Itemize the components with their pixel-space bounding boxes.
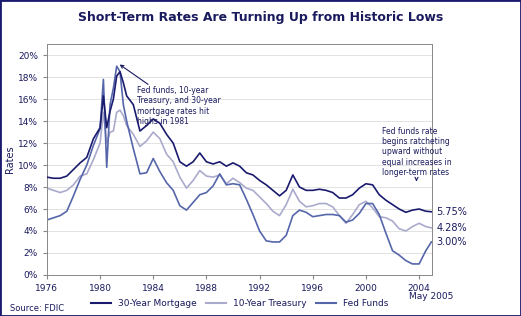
10-Year Treasury	[137, 144, 143, 148]
30-Year Mortgage	[230, 161, 236, 165]
Text: Short-Term Rates Are Turning Up from Historic Lows: Short-Term Rates Are Turning Up from His…	[78, 11, 443, 24]
Fed Funds	[137, 172, 143, 176]
Text: Source: FDIC: Source: FDIC	[10, 304, 65, 313]
10-Year Treasury	[117, 108, 123, 112]
30-Year Mortgage	[403, 210, 409, 214]
10-Year Treasury	[44, 186, 50, 190]
30-Year Mortgage	[217, 160, 223, 164]
30-Year Mortgage	[428, 210, 435, 214]
10-Year Treasury	[403, 229, 409, 233]
Fed Funds	[309, 215, 316, 219]
30-Year Mortgage	[44, 175, 50, 179]
30-Year Mortgage	[137, 129, 143, 133]
Fed Funds	[217, 172, 223, 176]
Fed Funds	[150, 157, 156, 161]
Text: 4.28%: 4.28%	[437, 223, 467, 233]
Legend: 30-Year Mortgage, 10-Year Treasury, Fed Funds: 30-Year Mortgage, 10-Year Treasury, Fed …	[88, 295, 392, 312]
Line: 10-Year Treasury: 10-Year Treasury	[47, 110, 431, 231]
10-Year Treasury	[309, 204, 316, 208]
Fed Funds	[230, 182, 236, 185]
Fed Funds	[410, 262, 416, 266]
10-Year Treasury	[428, 226, 435, 230]
Y-axis label: Rates: Rates	[5, 146, 15, 173]
Text: May 2005: May 2005	[409, 292, 453, 301]
Text: Fed funds, 10-year
Treasury, and 30-year
mortgage rates hit
highs in 1981: Fed funds, 10-year Treasury, and 30-year…	[121, 65, 221, 126]
Fed Funds	[114, 64, 120, 68]
Text: 5.75%: 5.75%	[437, 207, 467, 217]
Fed Funds	[423, 249, 429, 253]
Fed Funds	[428, 240, 435, 244]
Text: Fed funds rate
begins ratcheting
upward without
equal increases in
longer-term r: Fed funds rate begins ratcheting upward …	[382, 127, 452, 180]
Line: Fed Funds: Fed Funds	[47, 66, 431, 264]
30-Year Mortgage	[423, 209, 429, 213]
Text: 3.00%: 3.00%	[437, 237, 467, 247]
10-Year Treasury	[230, 176, 236, 180]
Fed Funds	[44, 218, 50, 222]
10-Year Treasury	[150, 130, 156, 134]
10-Year Treasury	[217, 173, 223, 177]
Line: 30-Year Mortgage: 30-Year Mortgage	[47, 72, 431, 212]
30-Year Mortgage	[117, 70, 123, 74]
30-Year Mortgage	[150, 117, 156, 121]
30-Year Mortgage	[309, 188, 316, 192]
10-Year Treasury	[423, 225, 429, 228]
